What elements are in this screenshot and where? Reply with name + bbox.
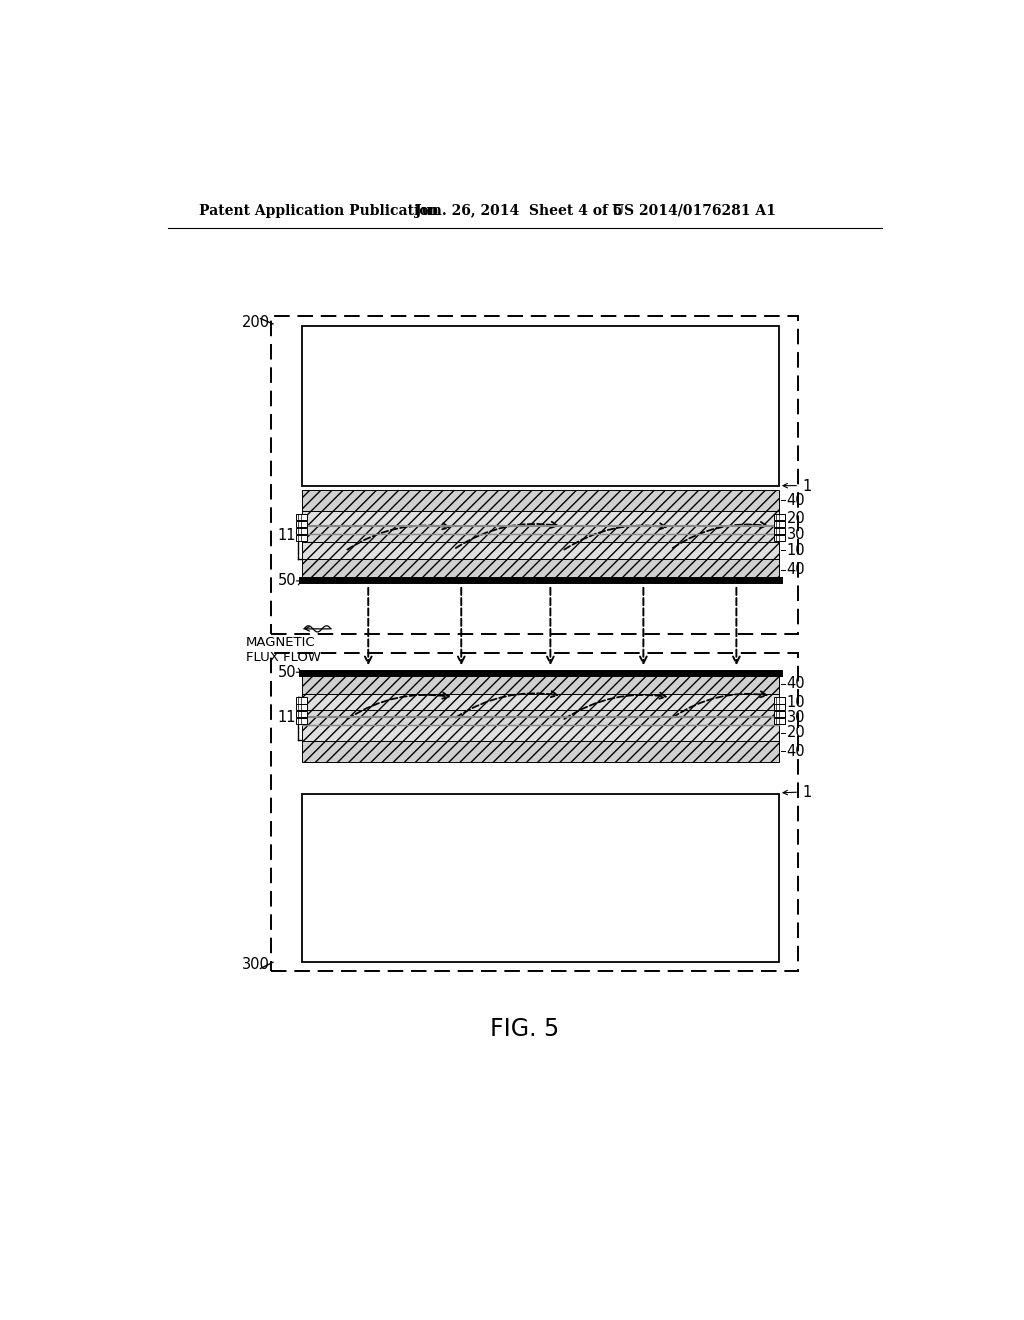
Text: 11: 11 [278, 528, 296, 544]
Bar [296, 697, 307, 704]
Text: FIG. 5: FIG. 5 [490, 1016, 559, 1040]
Text: 20: 20 [786, 511, 806, 527]
Bar [296, 521, 307, 527]
Text: Jun. 26, 2014  Sheet 4 of 5: Jun. 26, 2014 Sheet 4 of 5 [415, 203, 623, 218]
Bar [302, 694, 779, 710]
Bar [302, 673, 779, 694]
Bar [774, 705, 785, 710]
Text: 20: 20 [786, 725, 806, 741]
Bar [774, 521, 785, 527]
Bar [271, 317, 799, 635]
Bar [302, 490, 779, 511]
Bar [302, 793, 779, 961]
Bar [302, 741, 779, 762]
Text: 40: 40 [786, 492, 805, 508]
Text: 10: 10 [786, 694, 805, 710]
Bar [302, 725, 779, 741]
Text: 300: 300 [242, 957, 270, 972]
Bar [774, 718, 785, 725]
Text: 50: 50 [278, 573, 296, 587]
Bar [302, 326, 779, 486]
Bar [296, 718, 307, 725]
Bar [296, 515, 307, 520]
Text: 30: 30 [786, 710, 805, 725]
Bar [296, 711, 307, 718]
Bar [774, 535, 785, 541]
Text: Patent Application Publication: Patent Application Publication [200, 203, 439, 218]
Bar [302, 558, 779, 581]
Bar [296, 705, 307, 710]
Bar [302, 710, 779, 725]
Text: 1: 1 [802, 479, 811, 494]
Bar [296, 535, 307, 541]
Text: 200: 200 [242, 315, 270, 330]
Text: 40: 40 [786, 743, 805, 759]
Bar [774, 697, 785, 704]
Bar [271, 653, 799, 970]
Text: 1: 1 [802, 784, 811, 800]
Text: 11: 11 [278, 710, 296, 725]
Text: 40: 40 [786, 676, 805, 692]
Bar [774, 528, 785, 535]
Bar [302, 527, 779, 543]
Text: US 2014/0176281 A1: US 2014/0176281 A1 [612, 203, 776, 218]
Bar [302, 511, 779, 527]
Bar [774, 711, 785, 718]
Bar [302, 543, 779, 558]
Bar [296, 528, 307, 535]
Text: 40: 40 [786, 562, 805, 577]
Bar [774, 515, 785, 520]
Text: 10: 10 [786, 543, 805, 558]
Text: 30: 30 [786, 527, 805, 541]
Text: 50: 50 [278, 665, 296, 680]
Text: MAGNETIC
FLUX FLOW: MAGNETIC FLUX FLOW [246, 636, 321, 664]
